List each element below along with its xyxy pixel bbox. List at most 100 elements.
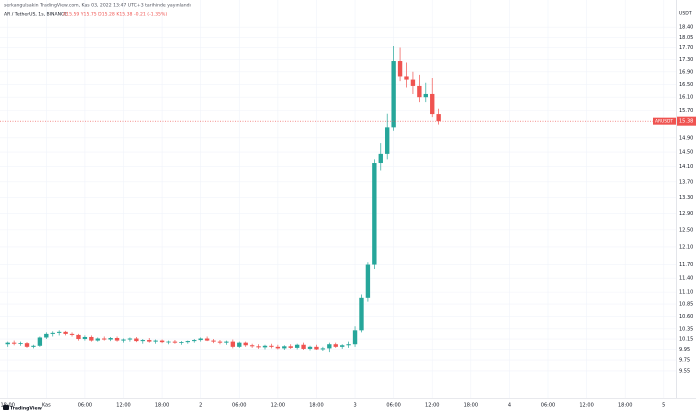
candle-body: [140, 340, 145, 342]
candle-body: [288, 346, 293, 348]
candle-body: [410, 79, 416, 86]
y-tick-label: 12.50: [679, 227, 693, 233]
x-tick-label: 12:00: [425, 403, 439, 409]
y-tick-label: 9.55: [679, 368, 690, 374]
candle-body: [11, 342, 17, 344]
candle-body: [224, 341, 229, 343]
y-tick-label: 16.50: [679, 82, 693, 88]
candle-body: [249, 345, 255, 347]
candle-body: [237, 342, 242, 347]
y-tick-label: 9.75: [679, 358, 690, 364]
candle-body: [314, 346, 319, 350]
x-tick-label: 12:00: [116, 403, 130, 409]
candle-body: [423, 93, 428, 98]
candle-body: [365, 264, 371, 298]
candle-body: [147, 340, 152, 342]
candle-body: [204, 338, 210, 341]
y-tick-label: 18.40: [679, 25, 693, 31]
candles: [0, 46, 676, 353]
candle-body: [359, 297, 364, 331]
candle-body: [391, 61, 396, 128]
candle-body: [121, 339, 126, 341]
x-tick-label: 12:00: [271, 403, 285, 409]
brand-logo: TradingView: [3, 405, 43, 412]
candle-body: [166, 341, 171, 343]
x-tick-label: 06:00: [232, 403, 246, 409]
x-tick-label: 4: [508, 403, 511, 409]
candle-body: [404, 76, 409, 80]
candle-body: [102, 338, 107, 340]
y-tick-label: 13.70: [679, 179, 693, 185]
symbol-label: ARUSDT: [655, 119, 673, 125]
candle-body: [114, 337, 120, 341]
candle-body: [282, 346, 287, 349]
candle-body: [185, 341, 191, 343]
candle-body: [230, 341, 236, 347]
y-tick-label: 11.40: [679, 276, 693, 282]
candle-body: [108, 337, 113, 340]
candle-body: [333, 344, 338, 347]
x-tick-label: 06:00: [78, 403, 92, 409]
y-tick-label: 14.10: [679, 164, 693, 170]
candle-body: [352, 330, 358, 345]
candle-body: [372, 163, 377, 265]
y-tick-label: 16.90: [679, 69, 693, 75]
candle-body: [18, 343, 23, 344]
y-tick-label: 10.60: [679, 314, 693, 320]
candle-body: [339, 345, 345, 347]
last-price: 15.38: [679, 119, 693, 125]
y-tick-label: 18.05: [679, 35, 693, 41]
candle-body: [179, 342, 184, 343]
y-tick-label: 17.70: [679, 45, 693, 51]
currency: USDT: [679, 11, 692, 17]
candle-body: [397, 61, 403, 77]
y-tick-label: 9.95: [679, 347, 690, 353]
candle-body: [153, 340, 158, 342]
x-tick-label: Kas: [42, 403, 51, 409]
candle-body: [24, 343, 30, 347]
y-tick-label: 11.10: [679, 290, 693, 296]
ohlc-text: A15.59 Y15.75 D15.28 K15.38 -0.21 (-1.35…: [63, 12, 167, 18]
candle-body: [436, 114, 441, 122]
y-tick-label: 16.10: [679, 95, 693, 101]
y-tick-label: 10.35: [679, 326, 693, 332]
price-badge: [677, 116, 696, 126]
x-tick-label: 18:00: [155, 403, 169, 409]
y-tick-label: 12.10: [679, 244, 693, 250]
y-tick-label: 14.50: [679, 150, 693, 156]
axes: 18.40 18.05 17.70 17.30 16.90 16.50 16.10 15.70…: [1, 25, 696, 409]
chart-title: AR / TetherUS, 1s, BINANCE: [4, 12, 67, 18]
candle-body: [211, 340, 216, 342]
logo-icon: [3, 405, 9, 410]
candle-body: [269, 345, 274, 347]
candle-body: [159, 340, 165, 343]
candle-body: [82, 336, 88, 340]
candle-body: [134, 338, 139, 342]
candle-body: [172, 341, 178, 343]
candle-body: [417, 85, 422, 98]
x-tick-label: 18:00: [618, 403, 632, 409]
candle-body: [301, 344, 306, 349]
y-tick-label: 17.30: [679, 57, 693, 63]
brand: TradingView: [10, 406, 43, 412]
candle-body: [430, 93, 435, 115]
candle-body: [256, 346, 261, 348]
candle-body: [31, 345, 36, 347]
candle-body: [56, 331, 62, 333]
publisher: serkangulsakin TradingView.com, Kas 03, …: [4, 3, 191, 9]
candle-body: [243, 342, 248, 346]
candle-body: [63, 331, 68, 334]
candle-body: [217, 341, 223, 343]
x-tick-label: 3: [353, 403, 356, 409]
candle-body: [69, 333, 75, 335]
candle-body: [385, 127, 390, 154]
candle-body: [95, 338, 100, 341]
candle-body: [262, 345, 268, 348]
y-tick-label: 12.90: [679, 211, 693, 217]
candle-body: [127, 338, 133, 340]
candle-body: [76, 334, 81, 340]
candle-body: [378, 153, 383, 164]
